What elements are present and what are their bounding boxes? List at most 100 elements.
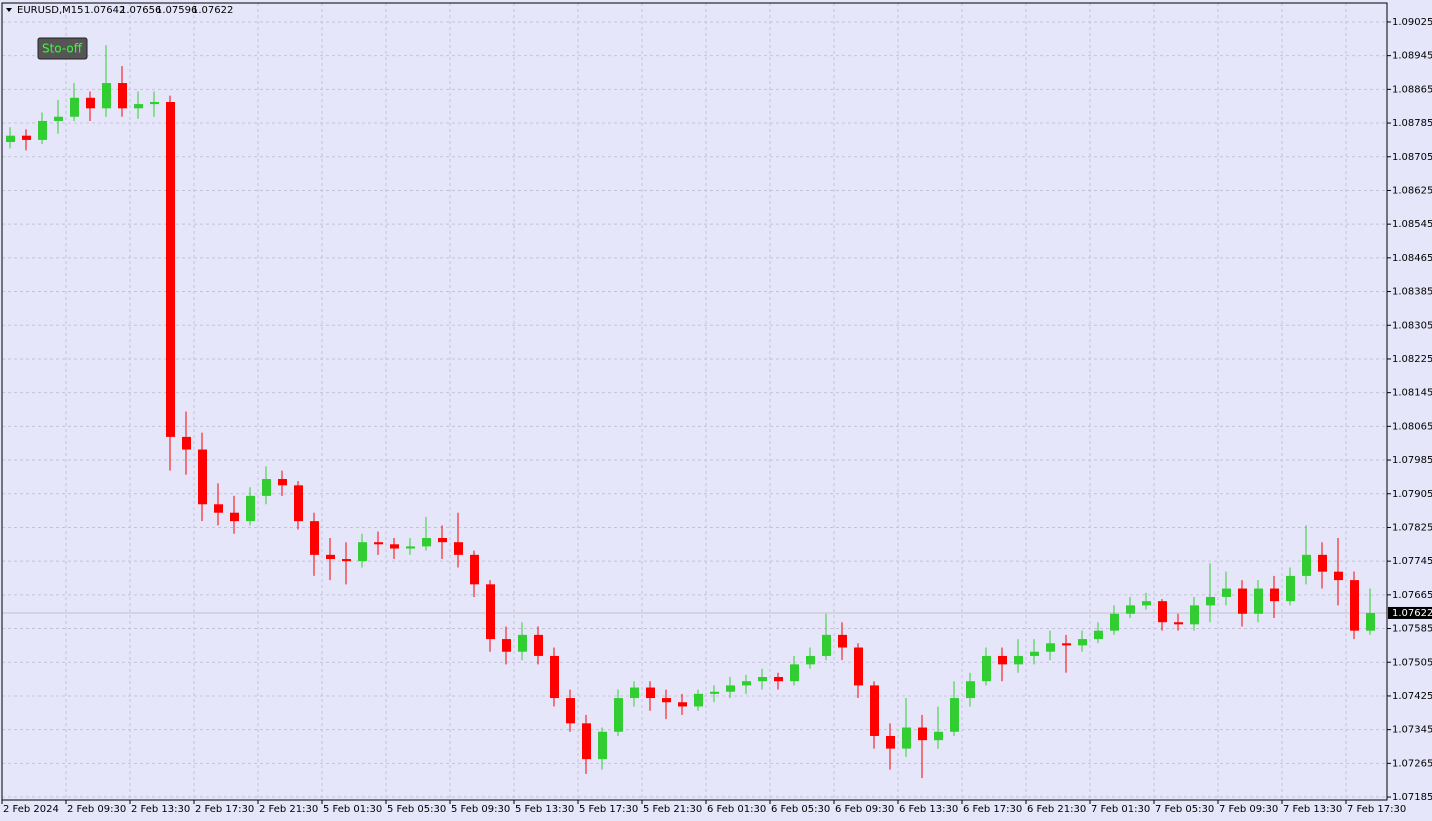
candle-body: [966, 681, 975, 699]
y-tick-label: 1.08945: [1392, 51, 1432, 62]
y-tick-label: 1.08385: [1392, 287, 1432, 298]
grid: [2, 3, 1387, 800]
candle-body: [1174, 622, 1183, 625]
x-tick-label: 7 Feb 09:30: [1219, 804, 1278, 815]
y-tick-label: 1.07585: [1392, 624, 1432, 635]
y-tick-label: 1.09025: [1392, 17, 1432, 28]
candle-body: [1142, 601, 1151, 606]
candle-body: [454, 542, 463, 555]
y-tick-label: 1.07665: [1392, 590, 1432, 601]
y-tick-label: 1.07345: [1392, 725, 1432, 736]
y-tick-label: 1.08785: [1392, 118, 1432, 129]
candle-body: [22, 135, 31, 140]
candle-body: [214, 504, 223, 513]
candle-body: [614, 698, 623, 732]
candle-body: [1238, 588, 1247, 614]
candle-body: [758, 676, 767, 682]
candle-body: [870, 685, 879, 736]
y-tick-label: 1.07505: [1392, 657, 1432, 668]
plot-border: [1, 2, 1388, 801]
candle-body: [1046, 643, 1055, 652]
menu-arrow[interactable]: [6, 8, 12, 12]
last-price-box: [1388, 606, 1432, 619]
candle-body: [1302, 554, 1311, 576]
candle-body: [998, 655, 1007, 665]
candle-body: [390, 544, 399, 549]
x-tick-label: 2 Feb 13:30: [131, 804, 190, 815]
candle-body: [566, 698, 575, 724]
y-tick-label: 1.07825: [1392, 522, 1432, 533]
x-tick-label: 5 Feb 17:30: [579, 804, 638, 815]
candle-body: [1254, 588, 1263, 614]
y-tick-label: 1.07905: [1392, 489, 1432, 500]
y-tick-label: 1.08625: [1392, 185, 1432, 196]
candle-body: [246, 495, 255, 522]
x-tick-label: 5 Feb 09:30: [451, 804, 510, 815]
candle-body: [918, 727, 927, 741]
candle-body: [374, 542, 383, 545]
x-tick-label: 2 Feb 21:30: [259, 804, 318, 815]
candle-body: [406, 546, 415, 549]
candle-body: [646, 687, 655, 699]
last-price-label: 1.07622: [1392, 608, 1432, 619]
candle-body: [1078, 639, 1087, 646]
x-tick-label: 5 Feb 05:30: [387, 804, 446, 815]
candle-body: [1030, 651, 1039, 656]
candle-body: [1014, 655, 1023, 665]
candle-body: [118, 83, 127, 109]
ohlc-value: 1.07622: [192, 5, 233, 16]
candle-body: [582, 723, 591, 760]
x-tick-label: 2 Feb 17:30: [195, 804, 254, 815]
ohlc-value: 1.07642: [84, 5, 125, 16]
candle-body: [326, 554, 335, 560]
x-tick-label: 5 Feb 21:30: [643, 804, 702, 815]
x-tick-label: 6 Feb 13:30: [899, 804, 958, 815]
candle-body: [310, 521, 319, 555]
candle-body: [470, 554, 479, 585]
candle-body: [1206, 596, 1215, 606]
candle-body: [166, 101, 175, 437]
candle-body: [38, 120, 47, 140]
sto-button-label[interactable]: Sto-off: [42, 42, 83, 56]
candle-body: [1062, 643, 1071, 646]
candle-body: [822, 634, 831, 656]
candle-body: [1334, 571, 1343, 581]
candle-body: [630, 687, 639, 699]
candle-body: [438, 537, 447, 543]
x-tick-label: 6 Feb 05:30: [771, 804, 830, 815]
y-tick-label: 1.08065: [1392, 421, 1432, 432]
candle-body: [518, 634, 527, 652]
candle-body: [1094, 630, 1103, 640]
candle-body: [1110, 613, 1119, 631]
candle-body: [230, 512, 239, 522]
x-tick-label: 7 Feb 01:30: [1091, 804, 1150, 815]
sto-button[interactable]: [37, 37, 88, 60]
y-tick-label: 1.08705: [1392, 152, 1432, 163]
candle-body: [150, 101, 159, 105]
candle-body: [982, 655, 991, 682]
candle-body: [1350, 580, 1359, 631]
candle-body: [1126, 605, 1135, 614]
candle-body: [934, 731, 943, 741]
x-tick-label: 7 Feb 17:30: [1347, 804, 1406, 815]
candle-body: [70, 97, 79, 117]
symbol-title: EURUSD,M15: [17, 5, 83, 16]
candle-body: [1366, 612, 1375, 631]
candle-body: [710, 691, 719, 694]
candle-body: [1222, 588, 1231, 597]
candle-body: [6, 135, 15, 143]
y-tick-label: 1.08545: [1392, 219, 1432, 230]
candle-body: [1190, 605, 1199, 625]
candle-body: [886, 735, 895, 749]
candle-body: [902, 727, 911, 749]
y-tick-label: 1.08145: [1392, 388, 1432, 399]
x-tick-label: 5 Feb 01:30: [323, 804, 382, 815]
y-tick-label: 1.07265: [1392, 758, 1432, 769]
y-tick-label: 1.07185: [1392, 792, 1432, 803]
candle-body: [534, 634, 543, 656]
y-tick-label: 1.08465: [1392, 253, 1432, 264]
candle-body: [598, 731, 607, 760]
candle-body: [694, 693, 703, 707]
